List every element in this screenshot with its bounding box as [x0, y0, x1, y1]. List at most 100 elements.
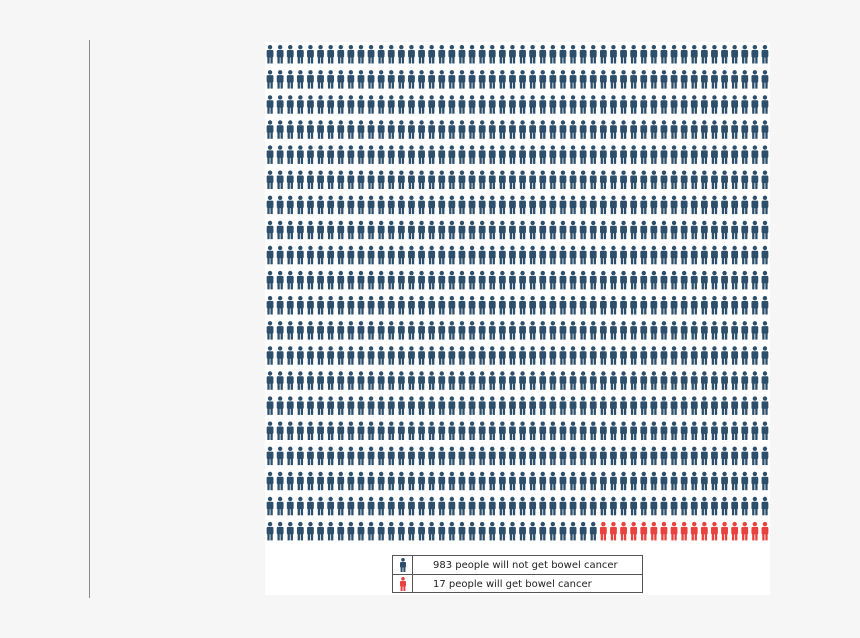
person-icon [498, 145, 506, 164]
person-icon [509, 195, 516, 215]
person-icon [711, 220, 718, 240]
person-icon [367, 321, 375, 340]
person-icon [458, 145, 466, 164]
person-icon [680, 496, 688, 516]
person-icon [569, 45, 577, 64]
person-icon [408, 521, 415, 541]
person-icon [660, 145, 668, 164]
person-icon [296, 346, 304, 365]
person-icon [408, 95, 415, 114]
person-icon [539, 296, 547, 315]
person-icon [650, 95, 658, 114]
person-icon [731, 195, 739, 215]
person-icon [519, 95, 526, 114]
person-icon [599, 346, 607, 365]
person-icon [579, 396, 587, 415]
person-icon [589, 45, 597, 64]
person-icon [670, 471, 678, 491]
person-icon [741, 145, 749, 164]
person-icon [296, 170, 304, 189]
person-icon [367, 145, 375, 164]
person-icon [680, 296, 688, 315]
person-icon [721, 471, 728, 491]
person-icon [579, 270, 587, 290]
person-icon [599, 371, 607, 390]
person-icon [731, 270, 739, 290]
person-icon [296, 521, 304, 541]
person-icon [539, 70, 547, 89]
person-icon [498, 321, 506, 340]
person-icon [286, 296, 294, 315]
person-icon [448, 521, 456, 541]
person-icon [286, 446, 294, 466]
person-icon [761, 70, 769, 89]
person-icon [549, 346, 557, 365]
person-icon [418, 346, 425, 365]
person-icon [660, 396, 668, 415]
person-icon [357, 45, 365, 64]
person-icon [438, 521, 446, 541]
person-icon [408, 396, 415, 415]
person-icon [428, 120, 436, 139]
person-icon [680, 421, 688, 440]
person-icon [761, 245, 769, 265]
person-icon [317, 95, 324, 114]
person-icon [397, 220, 405, 240]
person-icon [610, 371, 617, 390]
person-icon [286, 70, 294, 89]
legend-person-icon-blue [393, 556, 413, 574]
person-icon [529, 421, 537, 440]
person-icon [458, 321, 466, 340]
person-icon [509, 421, 516, 440]
person-icon [741, 70, 749, 89]
person-icon [296, 421, 304, 440]
person-icon [286, 371, 294, 390]
person-icon [539, 45, 547, 64]
person-icon [700, 70, 708, 89]
person-icon [610, 120, 617, 139]
person-icon [650, 145, 658, 164]
person-icon [711, 145, 718, 164]
person-icon [731, 245, 739, 265]
person-icon [549, 446, 557, 466]
person-icon [610, 296, 617, 315]
person-icon [458, 195, 466, 215]
person-icon [731, 70, 739, 89]
person-icon [660, 421, 668, 440]
person-icon [690, 120, 698, 139]
person-icon [397, 321, 405, 340]
person-icon [418, 446, 425, 466]
person-icon [529, 120, 537, 139]
person-icon [418, 45, 425, 64]
person-icon [761, 371, 769, 390]
person-icon [478, 170, 486, 189]
person-icon [377, 195, 385, 215]
person-icon [589, 471, 597, 491]
person-icon [286, 220, 294, 240]
person-icon [337, 195, 345, 215]
person-icon [569, 245, 577, 265]
person-icon [509, 496, 516, 516]
person-icon [690, 220, 698, 240]
person-icon [387, 446, 395, 466]
person-icon [478, 521, 486, 541]
person-icon [266, 371, 274, 390]
person-icon [357, 245, 365, 265]
person-icon [599, 220, 607, 240]
person-icon [690, 270, 698, 290]
person-icon [761, 120, 769, 139]
person-icon [317, 321, 324, 340]
person-icon [307, 220, 314, 240]
person-icon [519, 521, 526, 541]
person-icon [751, 346, 759, 365]
person-icon [620, 120, 627, 139]
person-icon [266, 396, 274, 415]
person-icon [711, 396, 718, 415]
person-icon [589, 346, 597, 365]
person-icon [438, 45, 446, 64]
person-icon [640, 396, 648, 415]
person-icon [559, 120, 567, 139]
person-icon [589, 371, 597, 390]
person-icon [408, 371, 415, 390]
person-icon [357, 145, 365, 164]
